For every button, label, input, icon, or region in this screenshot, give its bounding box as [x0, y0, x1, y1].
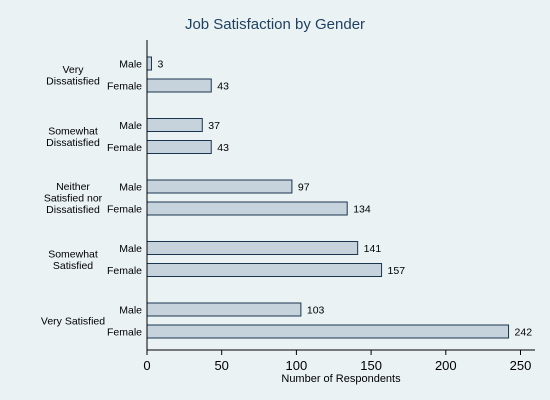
group-label: Satisfied: [53, 260, 93, 272]
bar-category-label: Male: [119, 182, 142, 194]
data-label: 134: [353, 204, 371, 216]
bar: [146, 118, 203, 132]
bar: [146, 241, 359, 255]
bar-category-label: Male: [119, 59, 142, 71]
group-label: Somewhat: [48, 248, 98, 260]
group-label: Dissatisfied: [46, 75, 100, 87]
bar: [146, 263, 383, 277]
bar-category-label: Female: [107, 327, 142, 339]
data-label: 37: [208, 120, 220, 132]
x-tick-label: 250: [510, 358, 532, 373]
data-label: 43: [217, 142, 229, 154]
group-label: Very: [62, 64, 84, 76]
bar: [146, 201, 348, 216]
x-tick-label: 150: [360, 358, 382, 373]
data-label: 97: [298, 182, 310, 194]
chart-title: Job Satisfaction by Gender: [185, 16, 365, 33]
bar-category-label: Female: [107, 265, 142, 277]
x-tick-label: 200: [435, 358, 457, 373]
bar: [146, 78, 212, 93]
group-label: Neither: [56, 181, 90, 193]
bar-category-label: Female: [107, 81, 142, 93]
data-label: 3: [157, 59, 163, 71]
bar-category-label: Male: [119, 120, 142, 132]
x-axis-title: Number of Respondents: [281, 373, 401, 385]
group-label: Satisfied nor: [44, 193, 103, 205]
data-label: 103: [307, 305, 325, 317]
data-label: 157: [388, 265, 406, 277]
bar: [146, 302, 302, 317]
data-label: 242: [515, 327, 533, 339]
group-label: Very Satisfied: [41, 316, 105, 328]
x-tick-label: 100: [286, 358, 308, 373]
bar-category-label: Male: [119, 243, 142, 255]
group-label: Dissatisfied: [46, 204, 100, 216]
data-label: 141: [364, 243, 382, 255]
group-label: Somewhat: [48, 125, 98, 137]
bar-category-label: Female: [107, 204, 142, 216]
bar: [146, 324, 510, 339]
bar: [146, 179, 293, 194]
bar-category-label: Female: [107, 142, 142, 154]
group-label: Dissatisfied: [46, 137, 100, 149]
bar-category-label: Male: [119, 305, 142, 317]
bar: [146, 56, 152, 71]
x-tick-label: 0: [143, 358, 150, 373]
x-tick-label: 50: [214, 358, 228, 373]
data-label: 43: [217, 81, 229, 93]
bar: [146, 140, 212, 154]
